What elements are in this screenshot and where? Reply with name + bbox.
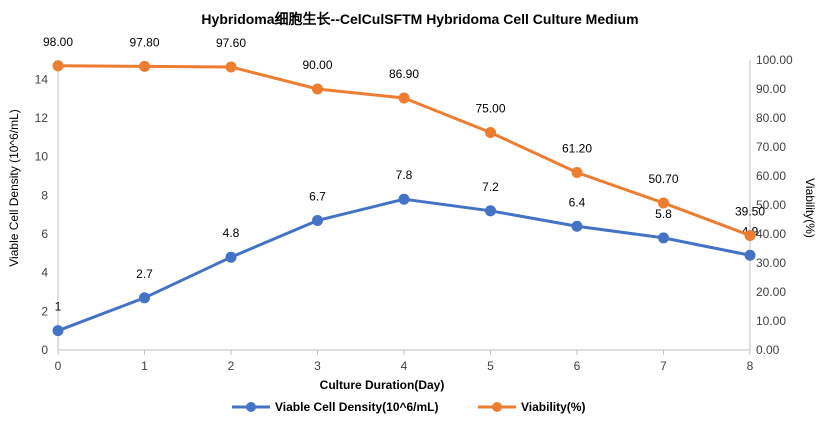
y-right-tick-label: 0.00	[756, 343, 780, 357]
x-tick-label: 5	[487, 359, 494, 373]
data-label: 61.20	[562, 142, 592, 156]
data-label: 6.7	[309, 189, 326, 203]
data-label: 50.70	[648, 172, 678, 186]
x-axis-title: Culture Duration(Day)	[320, 378, 445, 392]
legend-marker	[246, 402, 256, 412]
y-left-tick-label: 0	[41, 343, 48, 357]
series-layer: 12.74.86.77.87.26.45.84.998.0097.8097.60…	[43, 35, 765, 337]
data-point	[571, 220, 583, 232]
data-label: 97.80	[129, 35, 159, 49]
data-label: 97.60	[216, 36, 246, 50]
y-right-tick-label: 70.00	[756, 140, 786, 154]
data-point	[52, 60, 64, 72]
chart-title: Hybridoma细胞生长--CelCulSFTM Hybridoma Cell…	[201, 11, 638, 27]
data-point	[744, 229, 756, 241]
data-label: 7.8	[396, 168, 413, 182]
legend-marker	[492, 402, 502, 412]
y-axis-right-title: Viability(%)	[803, 178, 817, 238]
data-point	[658, 197, 669, 209]
data-label: 6.4	[569, 195, 586, 209]
legend-label: Viability(%)	[521, 400, 585, 414]
data-point	[571, 167, 583, 179]
data-label: 4.8	[223, 226, 240, 240]
y-right-tick-label: 40.00	[756, 227, 786, 241]
y-right-tick-label: 30.00	[756, 256, 786, 270]
y-left-tick-label: 12	[35, 111, 49, 125]
data-point	[225, 61, 237, 73]
data-point	[139, 60, 150, 72]
y-left-tick-label: 4	[41, 266, 48, 280]
data-label: 7.2	[482, 180, 499, 194]
series-viable-cell-density: 12.74.86.77.87.26.45.84.9	[52, 168, 759, 337]
data-label: 5.8	[655, 207, 672, 221]
legend-item: Viable Cell Density(10^6/mL)	[232, 400, 439, 414]
y-right-tick-label: 90.00	[756, 82, 786, 96]
legend: Viable Cell Density(10^6/mL) Viability(%)	[232, 400, 585, 414]
y-left-tick-label: 6	[41, 227, 48, 241]
data-point	[485, 127, 496, 138]
x-tick-label: 1	[141, 359, 148, 373]
y-right-tick-label: 80.00	[756, 111, 786, 125]
data-point	[139, 292, 150, 304]
series-line	[57, 197, 751, 333]
x-tick-label: 7	[660, 359, 667, 373]
y-left-tick-label: 14	[35, 72, 49, 86]
data-point	[398, 92, 410, 104]
x-tick-label: 6	[574, 359, 581, 373]
legend-item: Viability(%)	[478, 400, 585, 414]
data-label: 1	[55, 300, 62, 314]
x-tick-label: 0	[55, 359, 62, 373]
data-point	[398, 193, 410, 205]
data-label: 2.7	[136, 267, 153, 281]
data-point	[744, 249, 756, 261]
y-axis-left-title: Viable Cell Density (10^6/mL)	[7, 109, 21, 266]
data-point	[485, 205, 496, 217]
y-left-tick-label: 10	[35, 150, 49, 164]
data-label: 39.50	[735, 204, 765, 218]
data-point	[225, 251, 237, 263]
y-right-tick-label: 100.00	[756, 53, 793, 67]
x-tick-label: 3	[314, 359, 321, 373]
y-right-tick-label: 60.00	[756, 169, 786, 183]
data-label: 90.00	[302, 58, 332, 72]
series-viability: 98.00 97.80 97.60 90.00 86.90 75.00 61.20 50.70…	[43, 35, 765, 241]
x-tick-label: 2	[228, 359, 235, 373]
y-right-tick-label: 50.00	[756, 198, 786, 212]
y-right-tick-label: 20.00	[756, 285, 786, 299]
data-point	[312, 214, 323, 226]
y-left-tick-label: 8	[41, 188, 48, 202]
y-right-tick-label: 10.00	[756, 314, 786, 328]
data-point	[312, 83, 323, 95]
x-tick-label: 8	[747, 359, 754, 373]
data-label: 75.00	[475, 102, 505, 116]
data-label: 98.00	[43, 35, 73, 49]
y-left-tick-label: 2	[41, 304, 48, 318]
data-label: 86.90	[389, 67, 419, 81]
axes: 0 1 2 3 4 5 6 7 8024681012140.0010.0020.0030.004…	[35, 53, 793, 373]
data-point	[658, 232, 669, 244]
legend-label: Viable Cell Density(10^6/mL)	[275, 400, 439, 414]
data-point	[52, 325, 64, 337]
x-tick-label: 4	[401, 359, 408, 373]
series-line	[57, 64, 751, 237]
